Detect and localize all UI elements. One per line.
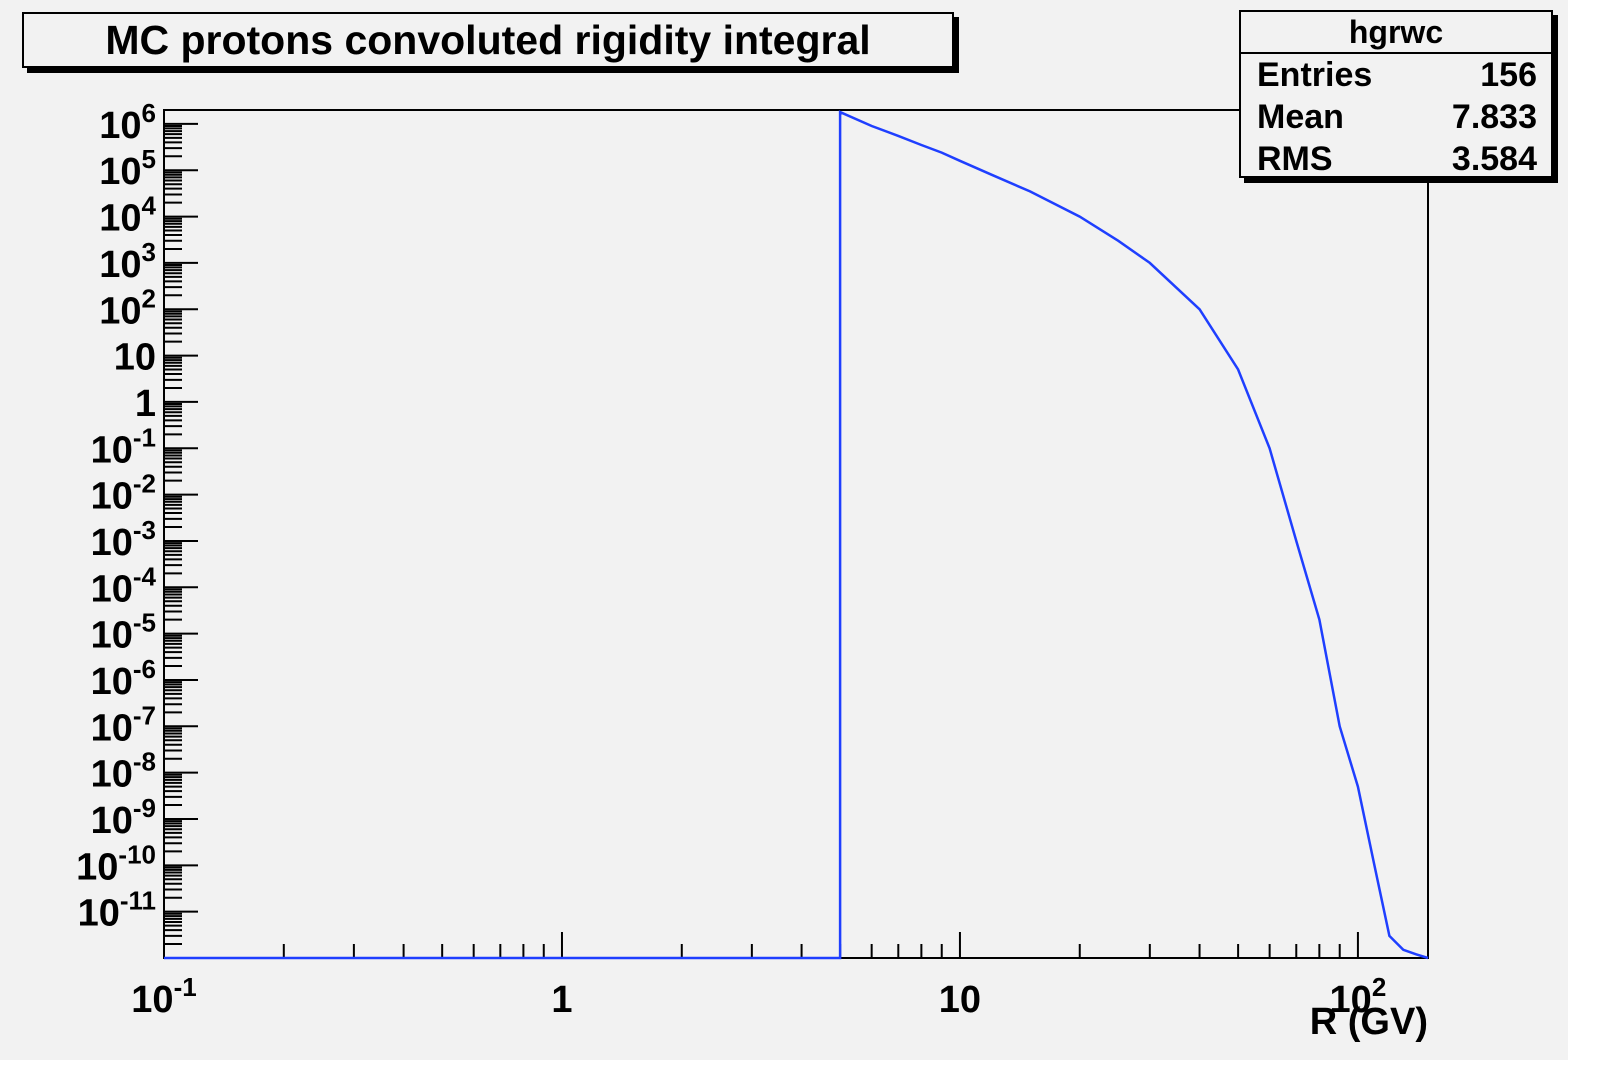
tick-label-exponent: -6	[133, 654, 156, 684]
tick-label-exponent: -7	[133, 700, 156, 730]
x-tick-label: 10	[939, 979, 981, 1021]
tick-label-base: 10	[91, 522, 133, 564]
x-axis	[163, 932, 1359, 958]
tick-label-base: 10	[1330, 979, 1372, 1021]
tick-label-exponent: -5	[133, 608, 156, 638]
y-tick-label: 10	[114, 337, 156, 379]
y-tick-label: 10-6	[91, 654, 156, 703]
y-tick-label: 10-10	[76, 839, 156, 888]
x-tick-label: 1	[551, 979, 572, 1021]
y-tick-label: 105	[99, 144, 156, 193]
y-tick-label: 104	[99, 191, 156, 240]
chart-title-text: MC protons convoluted rigidity integral	[105, 16, 871, 63]
y-tick-label: 1	[135, 383, 156, 425]
tick-label-base: 10	[91, 476, 133, 518]
stats-row-entries: Entries 156	[1241, 54, 1551, 96]
tick-label-exponent: -11	[120, 886, 156, 916]
plot-frame	[163, 109, 1429, 959]
tick-label-exponent: -9	[133, 793, 156, 823]
y-tick-label: 10-2	[91, 469, 156, 518]
stats-row-rms: RMS 3.584	[1241, 138, 1551, 180]
tick-label-base: 10	[91, 661, 133, 703]
tick-label-base: 10	[99, 244, 141, 286]
tick-label-exponent: 4	[142, 191, 157, 221]
y-tick-label: 10-9	[91, 793, 156, 842]
tick-label-base: 10	[91, 800, 133, 842]
y-tick-label: 10-8	[91, 747, 156, 796]
tick-label-exponent: -8	[133, 747, 156, 777]
tick-label-exponent: 6	[142, 98, 156, 128]
x-axis-title: R (GV)	[1310, 1001, 1428, 1043]
tick-label-base: 1	[551, 979, 572, 1021]
y-tick-label: 10-4	[91, 561, 157, 610]
tick-label-base: 10	[91, 568, 133, 610]
stats-value: 7.833	[1451, 97, 1537, 136]
stats-row-mean: Mean 7.833	[1241, 96, 1551, 138]
tick-label-base: 1	[135, 383, 156, 425]
x-tick-label: 10-1	[131, 972, 196, 1021]
tick-label-exponent: -1	[133, 422, 156, 452]
tick-label-exponent: -4	[133, 561, 157, 591]
stats-box: hgrwc Entries 156 Mean 7.833 RMS 3.584	[1239, 10, 1553, 178]
tick-label-exponent: 3	[142, 237, 156, 267]
y-tick-label: 106	[99, 98, 156, 147]
tick-label-base: 10	[99, 290, 141, 332]
tick-label-base: 10	[76, 846, 118, 888]
tick-label-base: 10	[99, 151, 141, 193]
histogram-series	[164, 110, 1429, 960]
stats-value: 3.584	[1451, 139, 1537, 178]
tick-label-exponent: 5	[142, 144, 156, 174]
tick-label-base: 10	[91, 707, 133, 749]
tick-label-base: 10	[78, 893, 120, 935]
y-tick-label: 10-1	[91, 422, 156, 471]
tick-label-exponent: 2	[142, 283, 156, 313]
y-tick-label: 10-7	[91, 700, 156, 749]
tick-label-base: 10	[91, 615, 133, 657]
tick-label-exponent: -3	[133, 515, 156, 545]
y-tick-label: 10-11	[78, 886, 156, 935]
stats-histogram-name: hgrwc	[1241, 12, 1551, 54]
tick-label-base: 10	[114, 337, 156, 379]
tick-label-base: 10	[99, 198, 141, 240]
tick-label-base: 10	[91, 754, 133, 796]
chart-title: MC protons convoluted rigidity integral	[22, 12, 954, 68]
plot-frame-rect	[163, 109, 1429, 959]
stats-value: 156	[1480, 55, 1537, 94]
histogram-line	[164, 110, 1429, 960]
y-tick-label: 10-5	[91, 608, 156, 657]
tick-label-exponent: 2	[1372, 972, 1386, 1002]
tick-label-base: 10	[91, 429, 133, 471]
tick-label-base: 10	[99, 105, 141, 147]
histogram-plot: 10610510410310210110-110-210-310-410-510…	[76, 98, 1429, 1043]
tick-label-base: 10	[939, 979, 981, 1021]
x-tick-label: 102	[1330, 972, 1387, 1021]
tick-label-exponent: -1	[174, 972, 197, 1002]
stats-label: Entries	[1257, 55, 1373, 94]
axis-labels: 10610510410310210110-110-210-310-410-510…	[76, 98, 1428, 1043]
tick-label-base: 10	[131, 979, 173, 1021]
y-tick-label: 102	[99, 283, 156, 332]
y-axis	[164, 122, 198, 959]
stats-label: Mean	[1257, 97, 1344, 136]
stats-label: RMS	[1257, 139, 1333, 178]
tick-label-exponent: -2	[133, 469, 156, 499]
y-tick-label: 10-3	[91, 515, 156, 564]
tick-label-exponent: -10	[118, 839, 156, 869]
y-tick-label: 103	[99, 237, 156, 286]
